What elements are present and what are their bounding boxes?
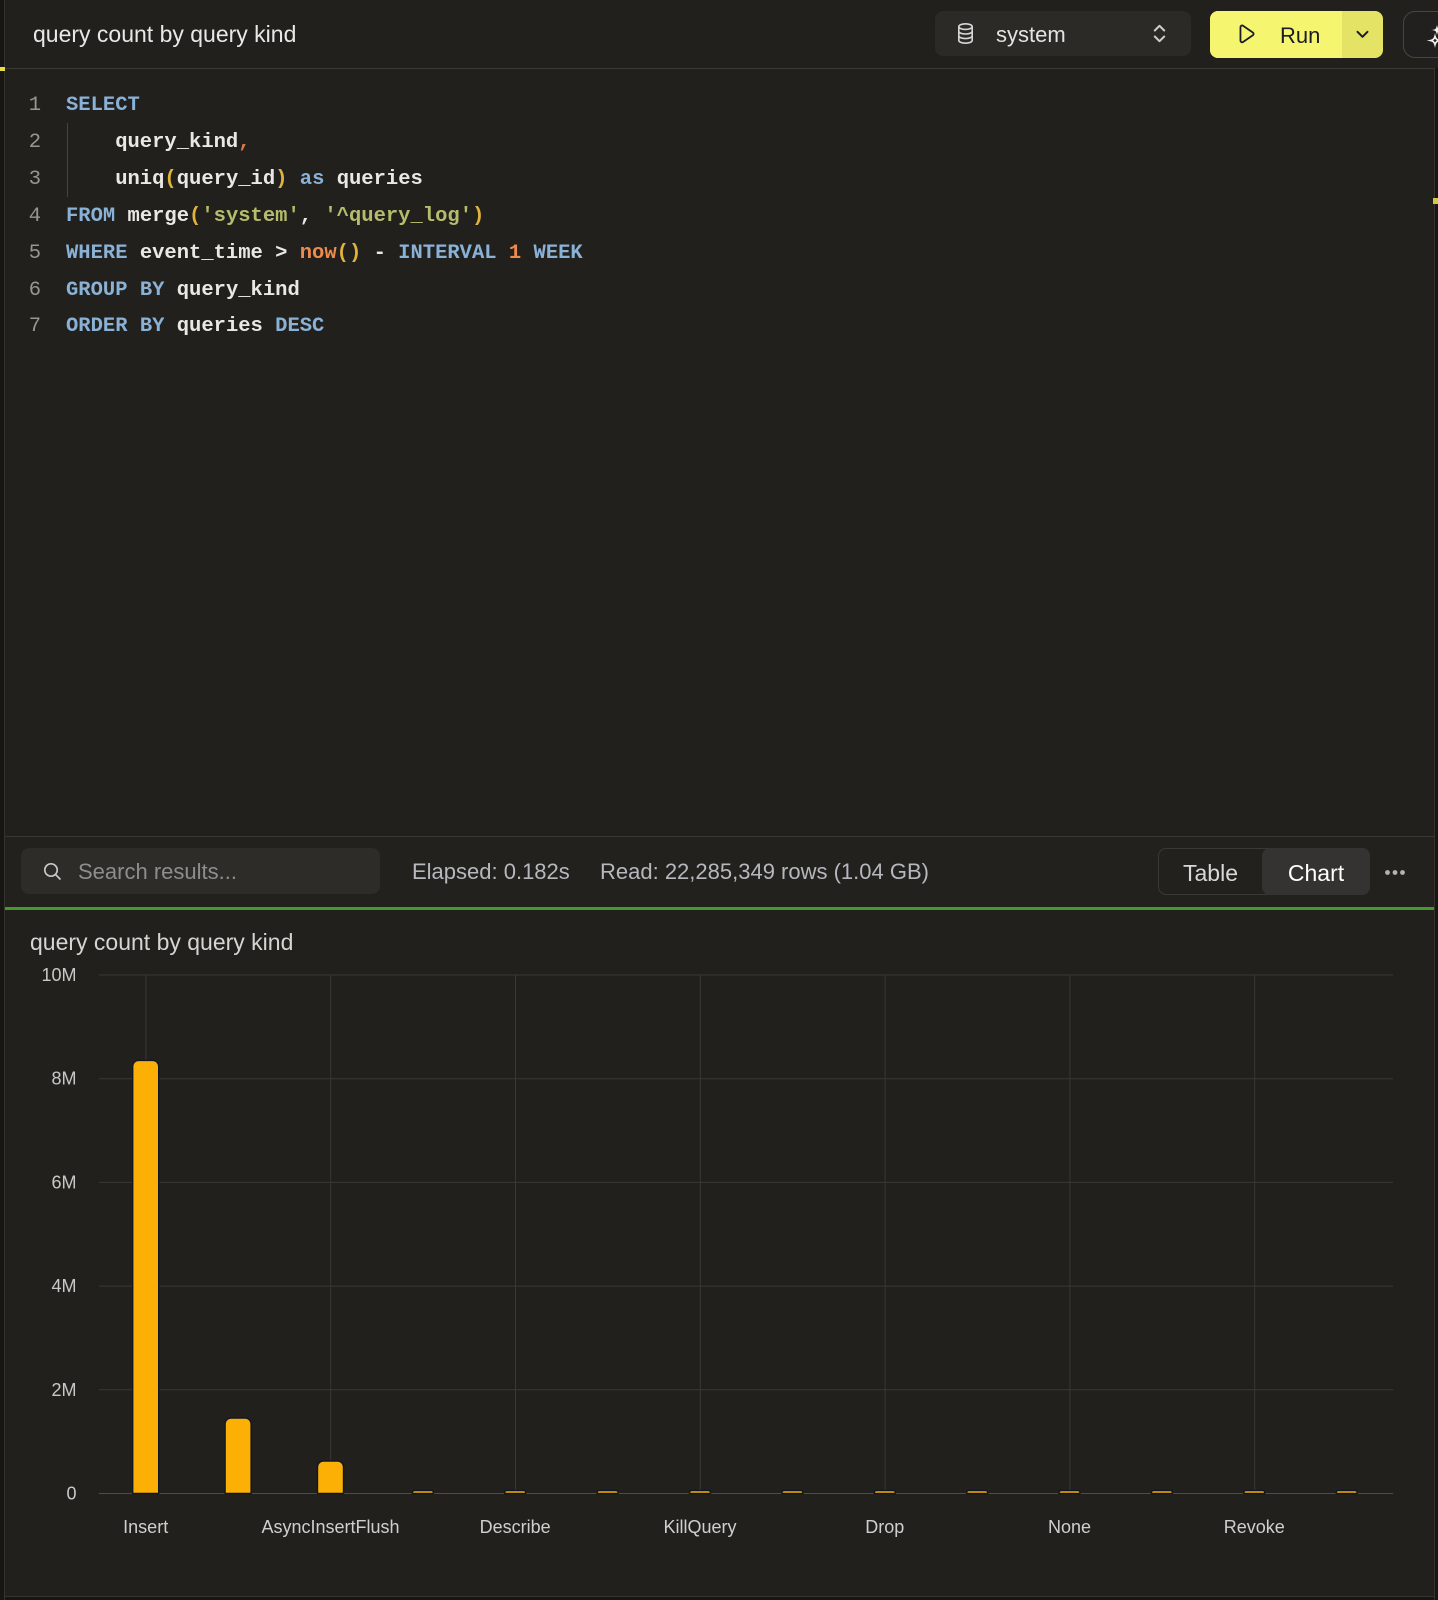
svg-text:KillQuery: KillQuery xyxy=(663,1517,736,1537)
svg-text:6M: 6M xyxy=(51,1172,76,1192)
svg-text:Drop: Drop xyxy=(865,1517,904,1537)
svg-text:0: 0 xyxy=(66,1484,76,1504)
svg-text:Revoke: Revoke xyxy=(1224,1517,1285,1537)
svg-text:2M: 2M xyxy=(51,1380,76,1400)
svg-text:4M: 4M xyxy=(51,1276,76,1296)
svg-text:10M: 10M xyxy=(41,965,76,985)
svg-text:None: None xyxy=(1048,1517,1091,1537)
svg-text:8M: 8M xyxy=(51,1069,76,1089)
svg-text:AsyncInsertFlush: AsyncInsertFlush xyxy=(261,1517,399,1537)
svg-text:Describe: Describe xyxy=(480,1517,551,1537)
svg-text:Insert: Insert xyxy=(123,1517,168,1537)
